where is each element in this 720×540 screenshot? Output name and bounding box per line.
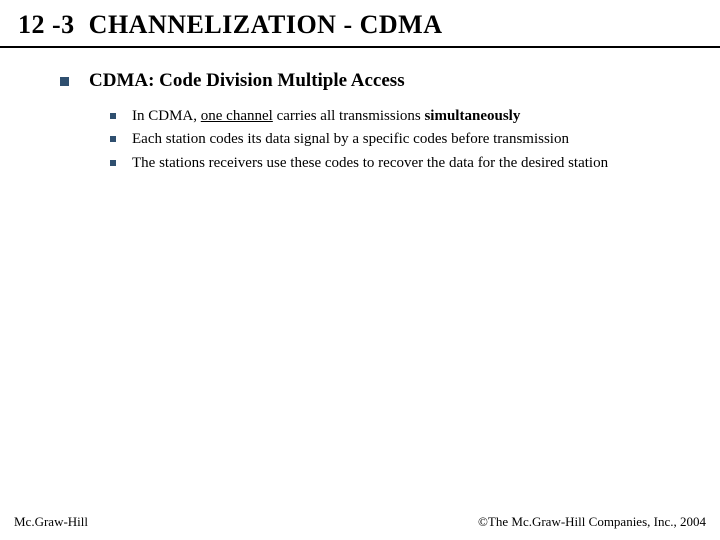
bullet-level2: Each station codes its data signal by a … xyxy=(110,129,680,149)
square-bullet-icon xyxy=(110,113,116,119)
text-fragment: In CDMA, xyxy=(132,108,201,124)
text-underline: one channel xyxy=(201,108,273,124)
bullet-level2: The stations receivers use these codes t… xyxy=(110,153,680,173)
footer-right: ©The Mc.Graw-Hill Companies, Inc., 2004 xyxy=(478,514,706,530)
title-text: CHANNELIZATION - CDMA xyxy=(89,10,443,39)
text-fragment: carries all transmissions xyxy=(273,108,425,124)
section-number: 12 -3 xyxy=(18,10,75,39)
level2-container: In CDMA, one channel carries all transmi… xyxy=(110,106,680,173)
slide: 12 -3 CHANNELIZATION - CDMA CDMA: Code D… xyxy=(0,0,720,540)
slide-title: 12 -3 CHANNELIZATION - CDMA xyxy=(18,10,702,40)
footer-left: Mc.Graw-Hill xyxy=(14,514,88,530)
content-area: CDMA: Code Division Multiple Access In C… xyxy=(0,48,720,173)
square-bullet-icon xyxy=(110,136,116,142)
level2-text: In CDMA, one channel carries all transmi… xyxy=(132,106,520,126)
level2-text: Each station codes its data signal by a … xyxy=(132,129,569,149)
title-bar: 12 -3 CHANNELIZATION - CDMA xyxy=(0,0,720,48)
square-bullet-icon xyxy=(110,160,116,166)
text-bold: simultaneously xyxy=(424,108,520,124)
bullet-level1: CDMA: Code Division Multiple Access xyxy=(60,70,680,92)
level1-text: CDMA: Code Division Multiple Access xyxy=(89,70,405,92)
square-bullet-icon xyxy=(60,77,69,86)
bullet-level2: In CDMA, one channel carries all transmi… xyxy=(110,106,680,126)
level2-text: The stations receivers use these codes t… xyxy=(132,153,608,173)
footer: Mc.Graw-Hill ©The Mc.Graw-Hill Companies… xyxy=(0,514,720,530)
